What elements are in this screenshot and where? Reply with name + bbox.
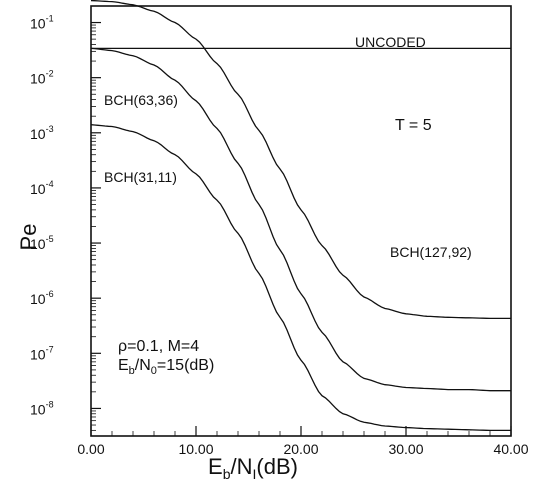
series-label-bch127: BCH(127,92) bbox=[390, 244, 472, 260]
x-tick-labels: 0.00 10.00 20.00 30.00 40.00 bbox=[77, 441, 528, 457]
y-tick-label: 10-3 bbox=[30, 124, 54, 142]
annotation-ebn0-end: =15(dB) bbox=[157, 357, 214, 374]
y-tick-label: 10-7 bbox=[30, 344, 54, 362]
series-line-bch-63-36 bbox=[90, 47, 511, 392]
x-axis-title-sub2: I bbox=[253, 466, 257, 482]
series-line-bch-127-92 bbox=[90, 0, 511, 320]
y-tick-label: 10-6 bbox=[30, 289, 54, 307]
y-tick-label: 10-5 bbox=[30, 234, 54, 252]
y-tick-label: 10-4 bbox=[30, 179, 54, 197]
x-tick-label: 0.00 bbox=[77, 441, 104, 457]
x-axis-title-mid: /N bbox=[231, 454, 253, 479]
annotation-ebn0-main: E bbox=[118, 357, 129, 374]
annotation-ebn0-sub2: 0 bbox=[151, 365, 157, 377]
x-tick-label: 30.00 bbox=[388, 441, 423, 457]
y-tick-label: 10-8 bbox=[30, 399, 54, 417]
x-axis-title: Eb/NI(dB) bbox=[208, 454, 298, 482]
y-axis-title: Pe bbox=[16, 224, 41, 251]
annotation-t: T = 5 bbox=[395, 117, 432, 134]
series-label-bch31: BCH(31,11) bbox=[104, 169, 177, 185]
x-axis-title-sub1: b bbox=[223, 466, 231, 482]
y-tick-label: 10-1 bbox=[30, 14, 54, 32]
annotation-ebn0: Eb/N0=15(dB) bbox=[118, 357, 214, 377]
x-tick-label: 20.00 bbox=[283, 441, 318, 457]
x-tick-label: 10.00 bbox=[178, 441, 213, 457]
y-tick-labels: 10-1 10-2 10-3 10-4 10-5 10-6 10-7 10-8 bbox=[30, 14, 54, 418]
curves bbox=[90, 0, 511, 432]
x-axis-title-end: (dB) bbox=[256, 454, 298, 479]
series-line-bch-31-11 bbox=[90, 124, 511, 432]
x-axis-title-main: E bbox=[208, 454, 223, 479]
annotation-ebn0-mid: /N bbox=[135, 357, 151, 374]
x-tick-label: 40.00 bbox=[493, 441, 528, 457]
annotation-ebn0-sub1: b bbox=[129, 365, 135, 377]
series-label-bch63: BCH(63,36) bbox=[104, 92, 178, 108]
y-tick-label: 10-2 bbox=[30, 69, 54, 87]
plot-frame bbox=[90, 5, 512, 437]
series-label-uncoded: UNCODED bbox=[355, 34, 426, 50]
annotation-rho-m: ρ=0.1, M=4 bbox=[118, 338, 199, 355]
